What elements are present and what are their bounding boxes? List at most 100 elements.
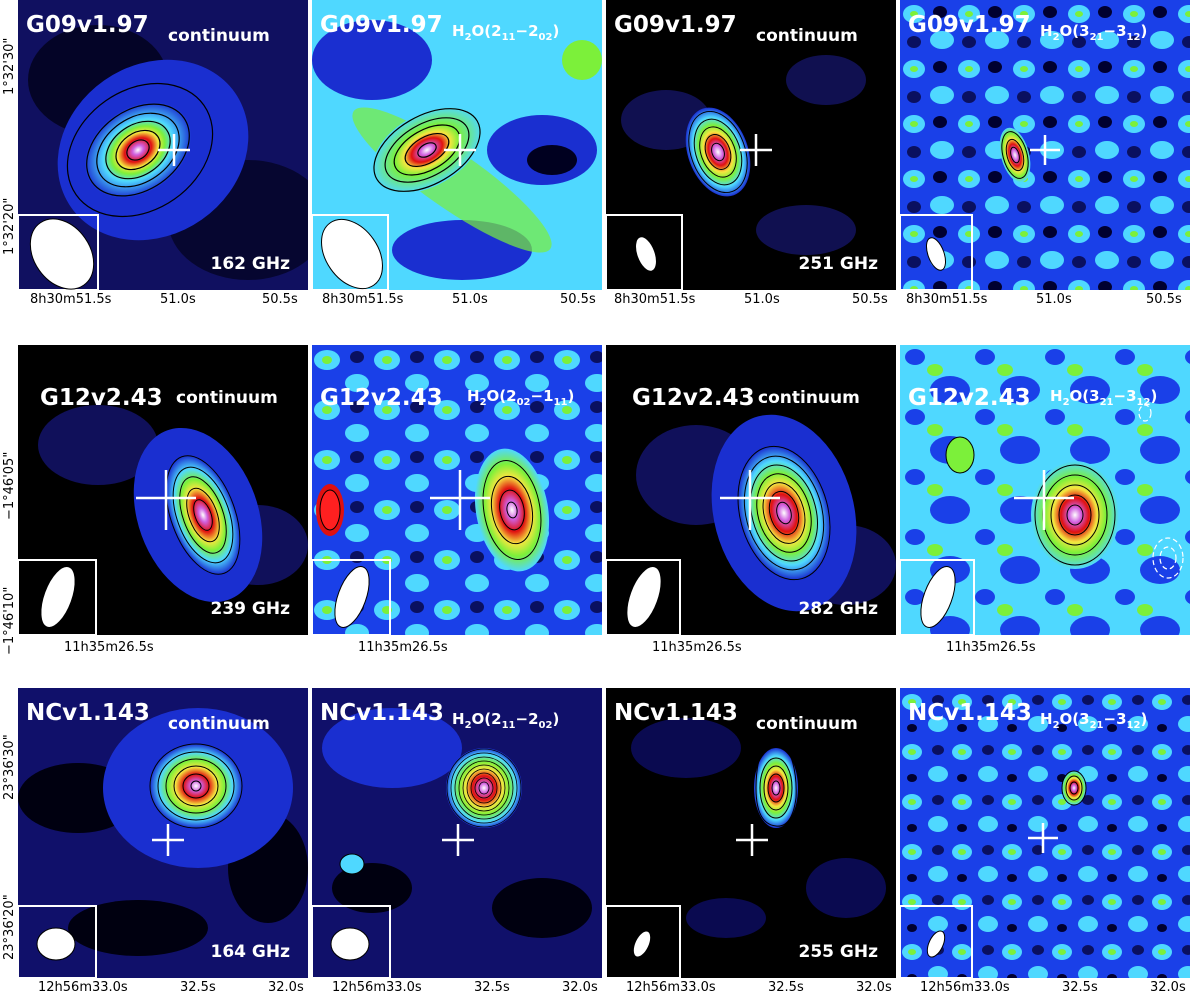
ra-tick: 8h30m51.5s: [322, 292, 404, 307]
panel-nc-h2o-211: NCv1.143 H2O(211−202): [312, 688, 602, 978]
panel-g09-cont-162: G09v1.97 continuum 162 GHz: [18, 0, 308, 290]
reference-cross: [152, 824, 184, 856]
intensity-map: [312, 0, 602, 290]
dec-tick: 23°36'20": [2, 894, 17, 960]
source-name: G12v2.43: [908, 385, 1031, 411]
panel-g12-cont-282: G12v2.43 continuum 282 GHz: [606, 345, 896, 635]
intensity-map: [606, 0, 896, 290]
reference-cross: [740, 134, 772, 166]
frequency-label: 162 GHz: [210, 254, 290, 274]
ra-tick: 32.0s: [562, 980, 598, 995]
ra-tick: 32.0s: [1150, 980, 1186, 995]
frequency-label: 255 GHz: [798, 942, 878, 962]
water-line-label: H2O(321−312): [1050, 387, 1158, 408]
intensity-map: [18, 688, 308, 978]
dec-tick: −1°46'05": [2, 451, 17, 520]
reference-cross: [442, 824, 474, 856]
intensity-map: [606, 688, 896, 978]
panel-g09-h2o-211: G09v1.97 H2O(211−202): [312, 0, 602, 290]
map-kind: continuum: [176, 388, 278, 408]
map-kind: continuum: [756, 26, 858, 46]
water-line-label: H2O(211−202): [452, 710, 560, 731]
ra-tick: 32.5s: [474, 980, 510, 995]
reference-cross: [736, 824, 768, 856]
source-name: G09v1.97: [908, 12, 1031, 38]
ra-tick: 32.5s: [768, 980, 804, 995]
ra-tick: 50.5s: [262, 292, 298, 307]
ra-tick: 12h56m33.0s: [626, 980, 716, 995]
ra-tick: 51.0s: [1036, 292, 1072, 307]
source-name: G09v1.97: [320, 12, 443, 38]
ra-tick: 12h56m33.0s: [920, 980, 1010, 995]
ra-tick: 8h30m51.5s: [30, 292, 112, 307]
ra-tick: 51.0s: [744, 292, 780, 307]
ra-tick: 32.5s: [1062, 980, 1098, 995]
dec-tick: 1°32'30": [2, 37, 17, 95]
beam-box: [606, 214, 683, 290]
panel-g12-cont-239: G12v2.43 continuum 239 GHz: [18, 345, 308, 635]
source-name: NCv1.143: [320, 700, 444, 726]
frequency-label: 164 GHz: [210, 942, 290, 962]
reference-cross: [444, 134, 476, 166]
beam-box: [18, 214, 99, 290]
ra-tick: 32.0s: [268, 980, 304, 995]
reference-cross: [136, 470, 196, 530]
panel-g09-cont-251: G09v1.97 continuum 251 GHz: [606, 0, 896, 290]
reference-cross: [1028, 823, 1058, 853]
frequency-label: 282 GHz: [798, 599, 878, 619]
beam-box: [312, 559, 391, 635]
dec-tick: 23°36'30": [2, 734, 17, 800]
reference-cross: [430, 470, 490, 530]
ra-tick: 8h30m51.5s: [906, 292, 988, 307]
beam-box: [606, 559, 681, 635]
reference-cross: [1014, 470, 1074, 530]
water-line-label: H2O(202−111): [467, 387, 575, 408]
ra-tick: 50.5s: [1146, 292, 1182, 307]
ra-tick: 32.5s: [180, 980, 216, 995]
beam-box: [312, 905, 391, 978]
intensity-map: [18, 0, 308, 290]
map-kind: continuum: [756, 714, 858, 734]
ra-tick: 51.0s: [160, 292, 196, 307]
source-name: NCv1.143: [614, 700, 738, 726]
ra-tick: 51.0s: [452, 292, 488, 307]
ra-tick: 11h35m26.5s: [652, 640, 742, 655]
beam-box: [900, 559, 975, 635]
reference-cross: [158, 134, 190, 166]
dec-tick: 1°32'20": [2, 197, 17, 255]
frequency-label: 251 GHz: [798, 254, 878, 274]
ra-tick: 11h35m26.5s: [358, 640, 448, 655]
panel-nc-cont-164: NCv1.143 continuum 164 GHz: [18, 688, 308, 978]
panel-nc-h2o-321: NCv1.143 H2O(321−312): [900, 688, 1190, 978]
ra-tick: 11h35m26.5s: [946, 640, 1036, 655]
water-line-label: H2O(211−202): [452, 22, 560, 43]
beam-box: [312, 214, 389, 290]
map-kind: continuum: [168, 26, 270, 46]
ra-tick: 32.0s: [856, 980, 892, 995]
dec-tick: −1°46'10": [2, 586, 17, 655]
intensity-map: [900, 688, 1190, 978]
panel-g12-h2o-202: G12v2.43 H2O(202−111): [312, 345, 602, 635]
intensity-map: [18, 345, 308, 635]
beam-box: [900, 905, 973, 978]
ra-tick: 12h56m33.0s: [332, 980, 422, 995]
panel-g09-h2o-321: G09v1.97 H2O(321−312): [900, 0, 1190, 290]
ra-tick: 12h56m33.0s: [38, 980, 128, 995]
reference-cross: [720, 470, 780, 530]
source-name: NCv1.143: [26, 700, 150, 726]
panel-g12-h2o-321: G12v2.43 H2O(321−312): [900, 345, 1190, 635]
reference-cross: [1030, 135, 1060, 165]
beam-box: [606, 905, 681, 978]
water-line-label: H2O(321−312): [1040, 710, 1148, 731]
frequency-label: 239 GHz: [210, 599, 290, 619]
intensity-map: [312, 345, 602, 635]
intensity-map: [312, 688, 602, 978]
intensity-map: [900, 345, 1190, 635]
source-name: G12v2.43: [40, 385, 163, 411]
map-kind: continuum: [168, 714, 270, 734]
ra-tick: 50.5s: [560, 292, 596, 307]
source-name: G09v1.97: [26, 12, 149, 38]
panel-nc-cont-255: NCv1.143 continuum 255 GHz: [606, 688, 896, 978]
intensity-map: [606, 345, 896, 635]
intensity-map: [900, 0, 1190, 290]
